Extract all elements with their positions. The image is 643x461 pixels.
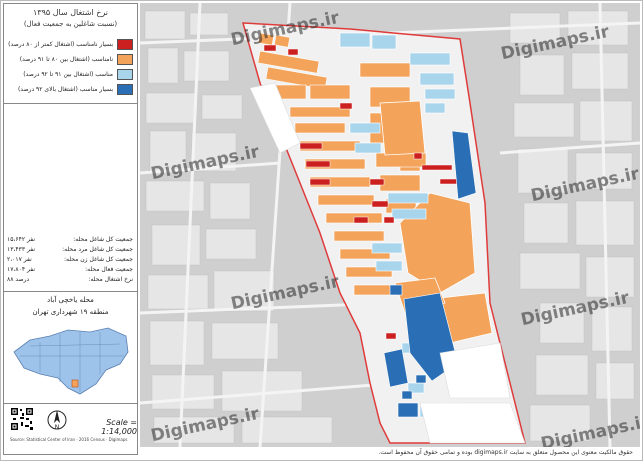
legend-item-poor: نامناسب (اشتغال بین ۸۰ تا ۹۱ درصد) (7, 53, 133, 65)
scale-text: Scale = 1:14,000 (101, 418, 137, 436)
stat-employed-male: جمعیت کل شاغل مرد محله: ۱۳،۴۳۳ نفر (7, 246, 133, 253)
legend-swatch (117, 53, 133, 65)
legend-panel: نرخ اشتغال سال ۱۳۹۵ (نسبت شاغلین به جمعی… (3, 3, 138, 455)
stats-box: جمعیت کل شاغل محله: ۱۵،۶۴۲ نفر جمعیت کل ش… (4, 230, 137, 292)
stat-employed-female: جمعیت کل شاغل زن محله: ۲،۰۱۷ نفر (7, 256, 133, 263)
legend-item-very-poor: بسیار نامناسب (اشتغال کمتر از ۸۰ درصد) (7, 38, 133, 50)
legend-swatch (117, 68, 133, 80)
parcels (249, 32, 526, 444)
legend-swatch (117, 38, 133, 50)
legend-label: بسیار مناسب (اشتغال بالای ۹۲ درصد) (17, 85, 113, 93)
svg-text:N: N (55, 424, 60, 431)
legend-label: بسیار نامناسب (اشتغال کمتر از ۸۰ درصد) (8, 40, 113, 48)
tehran-inset-map (13, 327, 129, 395)
basemap (140, 3, 640, 447)
stat-employment-rate: نرخ اشتغال محله: ۸۸ درصد (7, 276, 133, 283)
legend-item-good: مناسب (اشتغال بین ۹۱ تا ۹۲ درصد) (7, 68, 133, 80)
source-credit: Source: Statistical Center of Iran · 201… (10, 437, 128, 442)
neighborhood-name: محله یاخچی آباد (47, 296, 94, 304)
legend-item-very-good: بسیار مناسب (اشتغال بالای ۹۲ درصد) (7, 83, 133, 95)
inset-highlight (71, 379, 79, 388)
map-subtitle: (نسبت شاغلین به جمعیت فعال) (23, 20, 118, 28)
district-name: منطقه ۱۹ شهرداری تهران (32, 308, 109, 316)
legend-swatch (117, 83, 133, 95)
stat-active-population: جمعیت فعال محله: ۱۷،۸۰۴ نفر (7, 266, 133, 273)
north-arrow-icon: N (47, 410, 67, 431)
qr-code-icon (10, 407, 34, 431)
legend-label: مناسب (اشتغال بین ۹۱ تا ۹۲ درصد) (23, 70, 113, 78)
legend-box: نرخ اشتغال سال ۱۳۹۵ (نسبت شاغلین به جمعی… (4, 4, 137, 104)
location-box: محله یاخچی آباد منطقه ۱۹ شهرداری تهران (4, 292, 137, 404)
legend-label: نامناسب (اشتغال بین ۸۰ تا ۹۱ درصد) (19, 55, 113, 63)
map-canvas[interactable]: Digimaps.ir Digimaps.ir Digimaps.ir Digi… (140, 3, 640, 447)
map-title: نرخ اشتغال سال ۱۳۹۵ (32, 8, 109, 17)
copyright-footer: حقوق مالکیت معنوی این محصول متعلق به سای… (378, 449, 633, 456)
stat-employed-total: جمعیت کل شاغل محله: ۱۵،۶۴۲ نفر (7, 236, 133, 243)
